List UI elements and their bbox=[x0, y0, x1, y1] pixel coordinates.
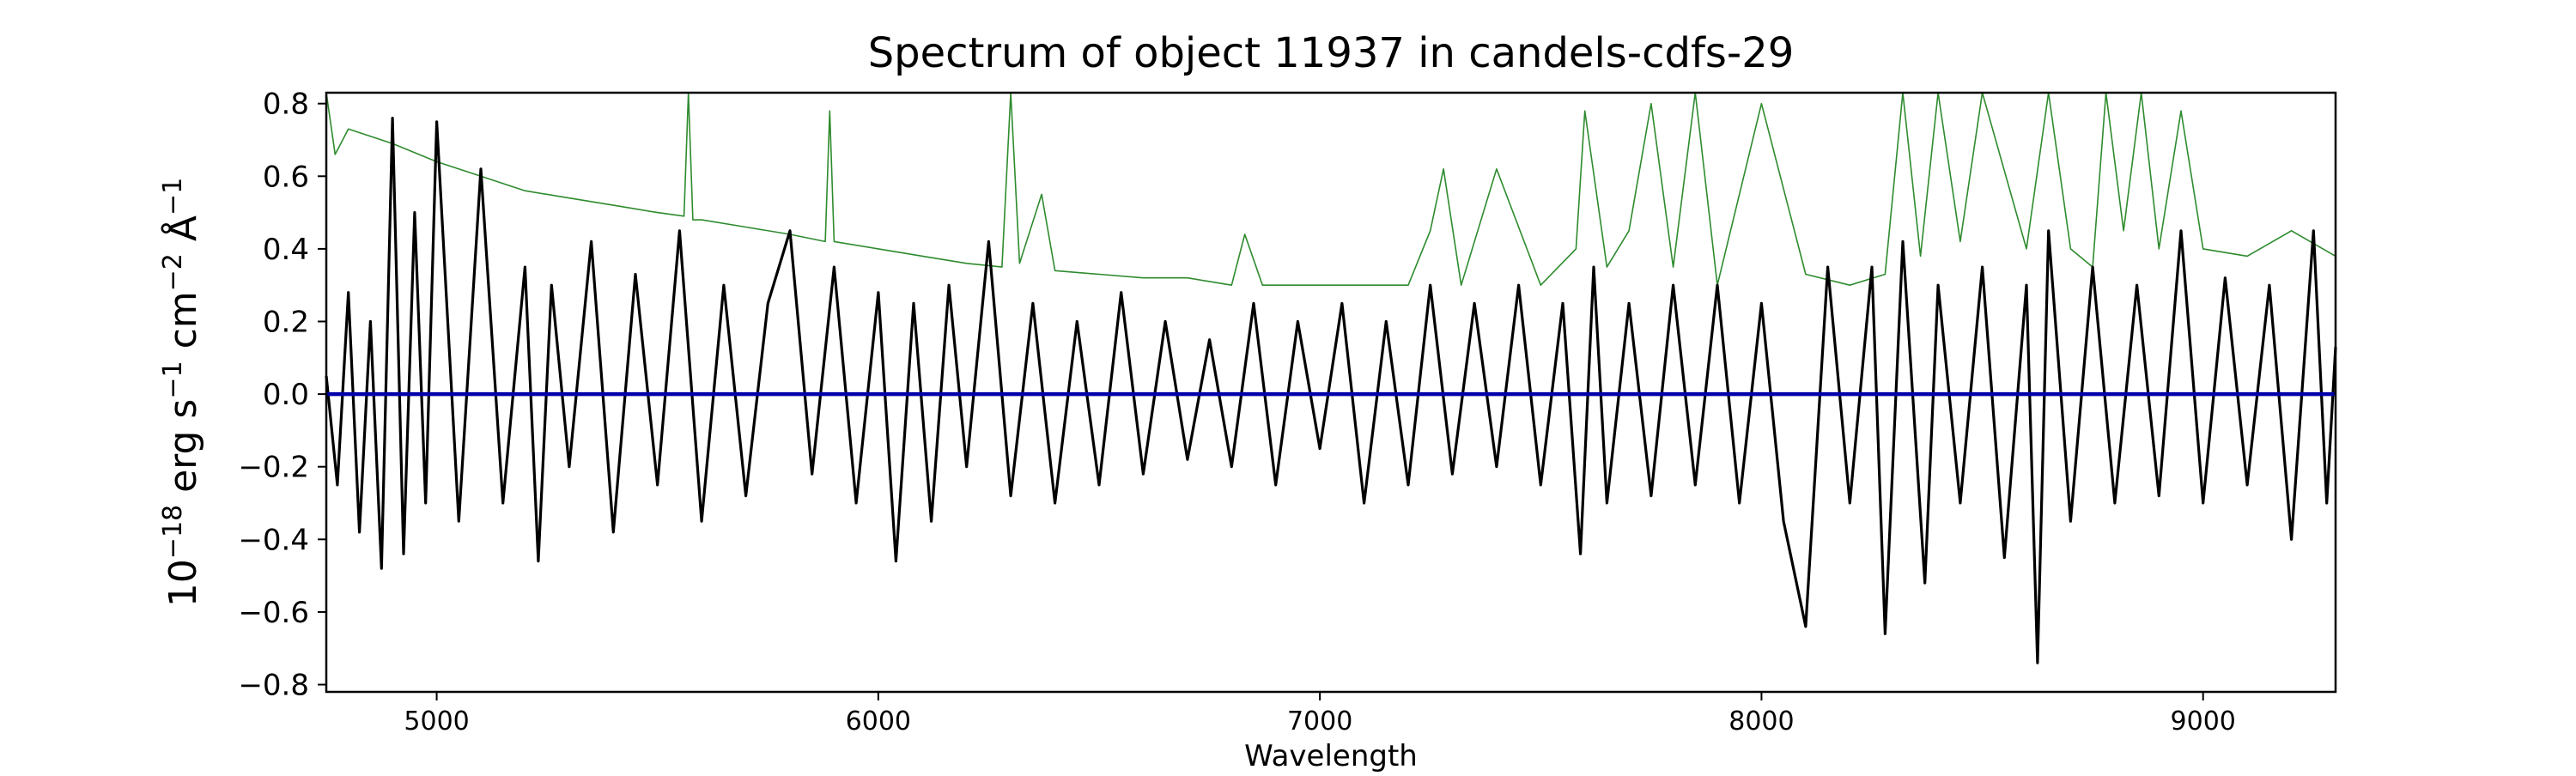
y-tick-label: −0.4 bbox=[238, 523, 309, 557]
flux-series-line bbox=[325, 117, 2337, 664]
y-axis-label-part: Å bbox=[160, 215, 205, 253]
x-tick-label: 8000 bbox=[1728, 706, 1794, 737]
y-axis-label-part: −2 bbox=[158, 253, 188, 291]
error-series-line bbox=[325, 92, 2336, 287]
x-tick-label: 7000 bbox=[1287, 706, 1352, 737]
y-tick-label: 0.4 bbox=[263, 233, 309, 267]
plot-series bbox=[325, 92, 2337, 664]
chart-title: Spectrum of object 11937 in candels-cdfs… bbox=[868, 29, 1795, 77]
y-axis-label-part: erg s bbox=[161, 399, 205, 505]
y-axis: −0.8 −0.6 −0.4 −0.2 0.0 0.2 0.4 0.6 0.8 bbox=[238, 88, 326, 703]
y-axis-label-part: cm bbox=[161, 291, 205, 361]
y-tick-label: 0.2 bbox=[263, 306, 309, 340]
x-tick-label: 6000 bbox=[846, 706, 911, 737]
y-axis-label-part: −1 bbox=[158, 361, 188, 398]
y-axis-label-part: −1 bbox=[158, 178, 188, 215]
x-axis-label: Wavelength bbox=[1244, 739, 1418, 773]
x-tick-label: 9000 bbox=[2171, 706, 2236, 737]
y-axis-label-part: 10 bbox=[161, 559, 205, 607]
x-tick-label: 5000 bbox=[404, 706, 469, 737]
y-tick-label: −0.8 bbox=[238, 669, 309, 703]
y-tick-label: −0.6 bbox=[238, 596, 309, 630]
y-axis-label: 10−18 erg s−1 cm−2 Å−1 bbox=[158, 178, 206, 607]
y-tick-label: −0.2 bbox=[238, 451, 309, 485]
y-tick-label: 0.0 bbox=[263, 378, 309, 412]
x-axis: 5000 6000 7000 8000 9000 bbox=[404, 692, 2236, 737]
plot-frame bbox=[325, 91, 2337, 694]
y-tick-label: 0.6 bbox=[263, 160, 309, 194]
y-axis-label-part: −18 bbox=[158, 505, 188, 559]
y-tick-label: 0.8 bbox=[263, 88, 309, 122]
